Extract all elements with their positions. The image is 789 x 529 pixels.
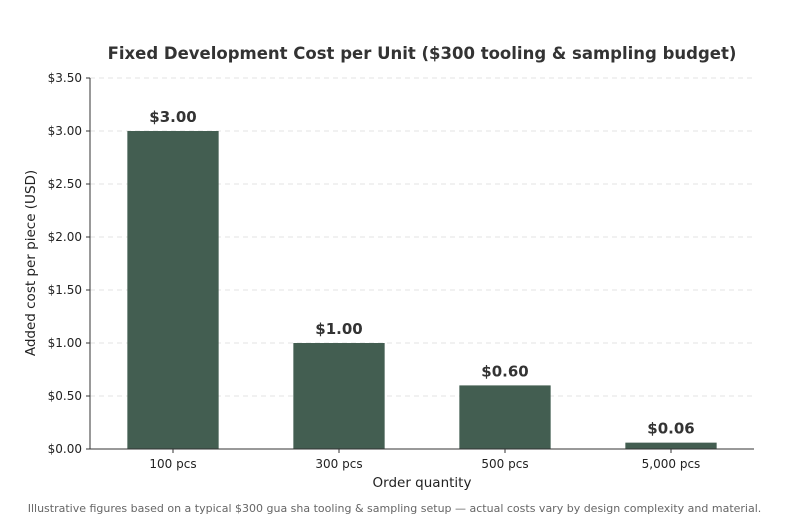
bars [127, 131, 717, 449]
bar [293, 343, 385, 449]
y-axis-label: Added cost per piece (USD) [23, 170, 39, 356]
chart-caption: Illustrative figures based on a typical … [27, 502, 762, 515]
bar-value-label: $1.00 [315, 320, 362, 338]
y-tick-label: $1.50 [48, 283, 82, 297]
bar [459, 385, 551, 449]
bar-value-label: $3.00 [149, 108, 196, 126]
x-tick-label: 300 pcs [315, 457, 362, 471]
y-tick-label: $2.00 [48, 230, 82, 244]
y-tick-label: $0.00 [48, 442, 82, 456]
bar-value-label: $0.60 [481, 362, 528, 380]
x-tick-label: 100 pcs [149, 457, 196, 471]
y-tick-label: $0.50 [48, 389, 82, 403]
bar-value-label: $0.06 [647, 420, 694, 438]
x-tick-label: 500 pcs [481, 457, 528, 471]
axes: $0.00 $0.50 $1.00 $1.50 $2.00 $2.50 $3.00 $3.50… [48, 71, 754, 471]
y-tick-label: $1.00 [48, 336, 82, 350]
x-tick-label: 5,000 pcs [642, 457, 701, 471]
y-tick-label: $3.50 [48, 71, 82, 85]
bar [127, 131, 219, 449]
bar [625, 442, 717, 449]
y-tick-label: $2.50 [48, 177, 82, 191]
y-tick-label: $3.00 [48, 124, 82, 138]
x-axis-label: Order quantity [373, 475, 472, 491]
chart-title: Fixed Development Cost per Unit ($300 to… [108, 44, 737, 63]
bar-value-labels: $3.00 $1.00 $0.60 $0.06 [149, 108, 694, 438]
